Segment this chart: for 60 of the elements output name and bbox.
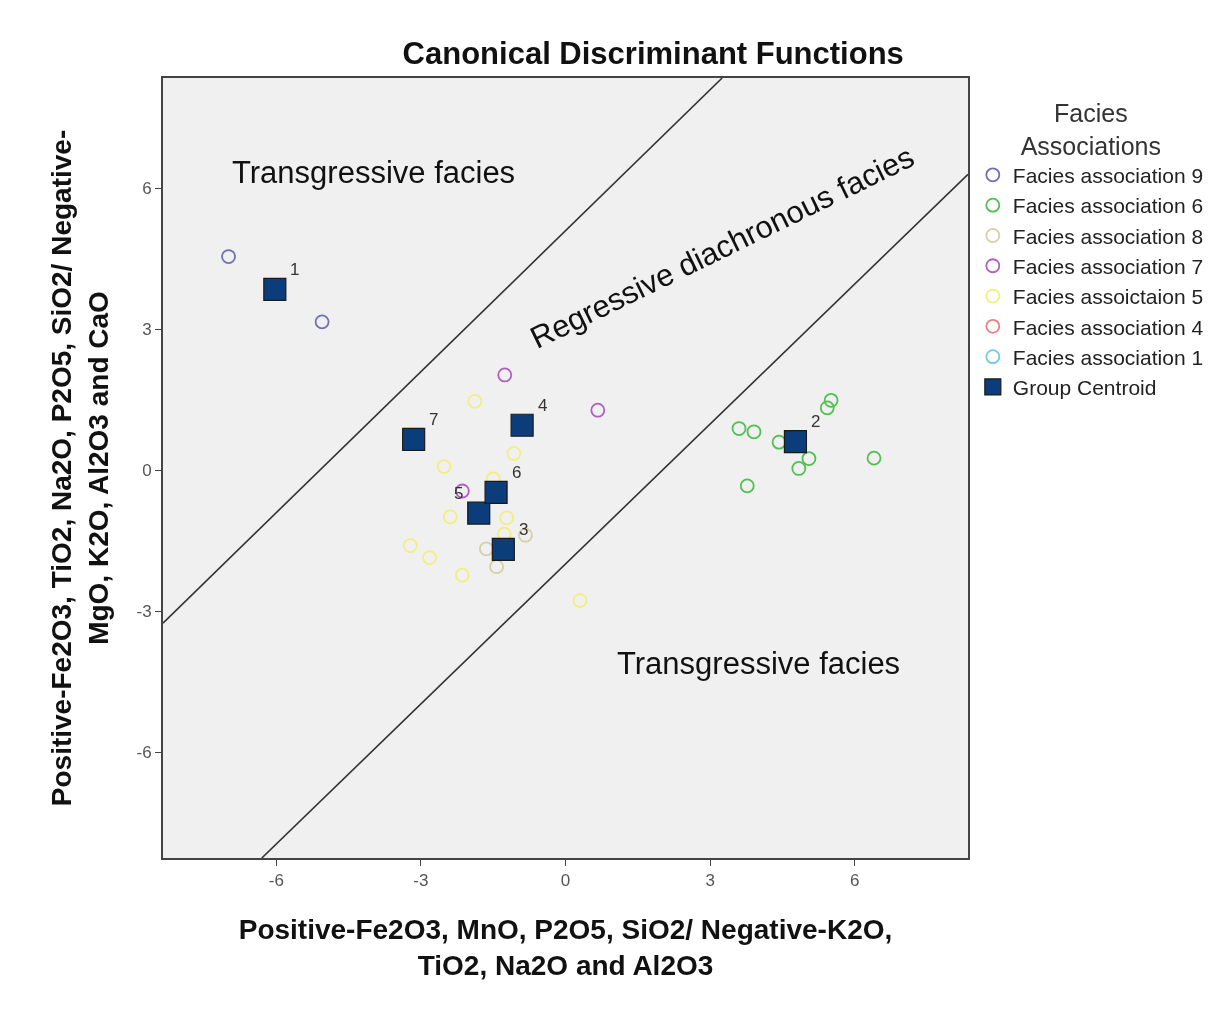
point xyxy=(467,501,491,525)
chart-title: Canonical Discriminant Functions xyxy=(402,36,904,72)
annotation: 3 xyxy=(519,520,529,539)
point xyxy=(590,402,606,418)
point xyxy=(572,593,588,608)
legend-label: Facies association 9 xyxy=(1012,164,1204,188)
x-tick-label: 3 xyxy=(705,871,715,891)
point xyxy=(801,451,817,466)
x-tick-label: 6 xyxy=(849,871,860,891)
annotation: 1 xyxy=(290,260,300,279)
y-tick-label: -3 xyxy=(136,602,152,622)
point xyxy=(402,538,418,553)
legend-label: Facies association 7 xyxy=(1012,254,1204,278)
x-tick-label: -3 xyxy=(413,871,429,891)
point xyxy=(739,478,755,494)
point xyxy=(746,424,762,440)
legend-label: Facies association 1 xyxy=(1012,345,1204,369)
point xyxy=(402,427,426,451)
point xyxy=(489,559,504,575)
point xyxy=(479,541,494,557)
point xyxy=(510,413,534,437)
y-tick-label: 6 xyxy=(142,179,152,199)
point xyxy=(436,459,452,474)
point xyxy=(454,567,470,583)
annotation: Transgressive facies xyxy=(617,646,901,681)
legend-label: Facies association 4 xyxy=(1012,315,1204,339)
legend-title: Facies Associations xyxy=(1020,99,1162,160)
annotation: 7 xyxy=(429,410,439,429)
point xyxy=(442,509,458,525)
point xyxy=(823,392,839,408)
point xyxy=(221,249,236,264)
point xyxy=(484,480,508,505)
annotation: 6 xyxy=(512,463,522,482)
point xyxy=(506,446,522,461)
point xyxy=(819,400,835,416)
point xyxy=(497,367,513,383)
point xyxy=(499,510,515,526)
point xyxy=(314,314,330,330)
legend-label: Group Centroid xyxy=(1012,376,1157,400)
annotation: 4 xyxy=(538,396,548,415)
legend-label: Facies assoictaion 5 xyxy=(1012,285,1204,309)
legend-label: Facies association 6 xyxy=(1012,194,1204,218)
x-tick-label: -6 xyxy=(268,871,284,891)
y-tick-label: 0 xyxy=(142,461,152,481)
point xyxy=(422,550,437,566)
x-tick-label: 0 xyxy=(560,871,571,891)
point xyxy=(467,393,483,409)
point xyxy=(263,277,287,302)
annotation: Transgressive facies xyxy=(232,155,516,190)
point xyxy=(491,537,515,561)
point xyxy=(791,461,807,476)
y-axis-title: Positive-Fe2O3, TiO2, Na2O, P2O5, SiO2/ Negative-MgO, K2O, Al2O3 and CaO xyxy=(46,129,114,807)
annotation: 2 xyxy=(811,412,821,431)
point xyxy=(731,421,747,436)
y-tick-label: -6 xyxy=(136,743,152,763)
y-tick-label: 3 xyxy=(142,320,152,340)
point xyxy=(866,450,882,466)
point xyxy=(783,430,808,454)
legend-label: Facies association 8 xyxy=(1012,224,1204,248)
x-axis-title: Positive-Fe2O3, MnO, P2O5, SiO2/ Negative-K2O, TiO2, Na2O and Al2O3 xyxy=(238,914,893,982)
